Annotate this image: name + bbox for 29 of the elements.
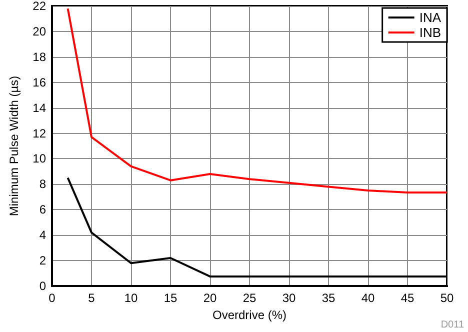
x-tick-label: 50 <box>440 291 454 305</box>
x-tick-label: 5 <box>88 291 96 305</box>
y-tick-label: 6 <box>39 202 46 217</box>
x-tick-label: 20 <box>203 291 217 305</box>
y-tick-label: 14 <box>32 100 46 115</box>
x-tick-label: 45 <box>400 291 414 305</box>
y-tick-label: 8 <box>39 177 46 192</box>
y-tick-label: 2 <box>39 254 46 268</box>
x-tick-label: 0 <box>48 291 56 305</box>
legend-label: INA <box>419 10 442 25</box>
y-tick-label: 16 <box>32 75 46 90</box>
y-tick-label: 10 <box>32 152 46 166</box>
y-tick-label: 4 <box>39 228 46 242</box>
legend-label: INB <box>419 25 441 40</box>
y-axis-title: Minimum Pulse Width (µs) <box>7 76 21 216</box>
x-axis-title: Overdrive (%) <box>212 308 287 322</box>
y-tick-label: 22 <box>32 0 46 13</box>
y-tick-label: 12 <box>32 126 46 140</box>
x-tick-label: 35 <box>322 291 336 305</box>
x-tick-label: 30 <box>282 291 296 305</box>
y-tick-label: 20 <box>32 24 46 38</box>
x-tick-label: 25 <box>242 291 256 305</box>
y-tick-label: 18 <box>32 50 46 64</box>
x-tick-label: 10 <box>124 291 138 305</box>
text: D011 <box>440 320 464 330</box>
line-series <box>66 8 448 194</box>
x-tick-label: 40 <box>361 291 375 305</box>
y-tick-label: 0 <box>39 279 46 293</box>
x-tick-label: 15 <box>164 291 178 305</box>
